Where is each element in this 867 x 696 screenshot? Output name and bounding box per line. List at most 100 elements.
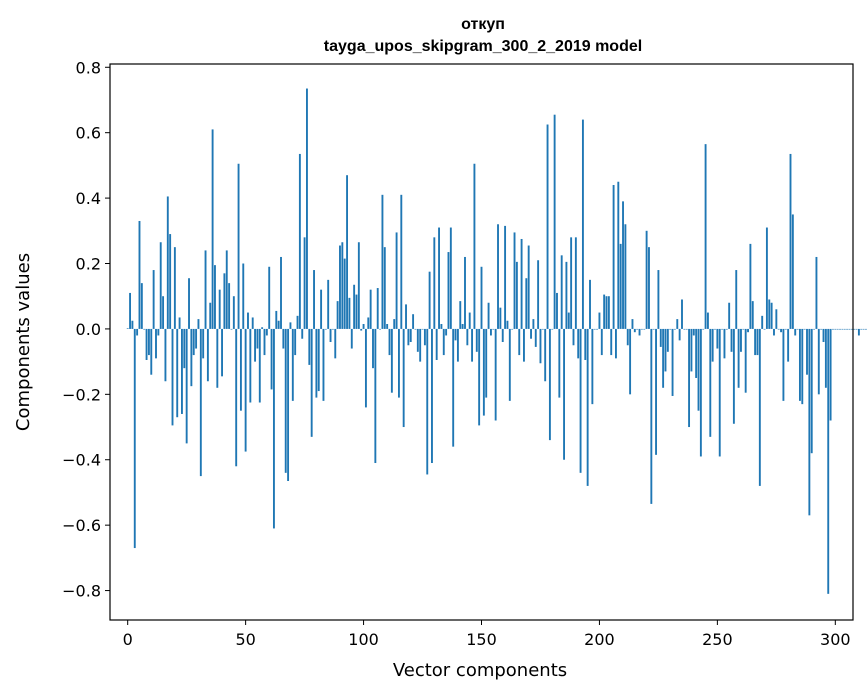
bar-99 (360, 328, 363, 331)
bar-278 (782, 328, 785, 401)
bar-18 (169, 234, 172, 329)
bar-170 (527, 245, 530, 329)
bar-80 (315, 328, 318, 398)
bar-207 (615, 328, 617, 359)
bar-263 (747, 328, 749, 333)
bar-83 (322, 328, 325, 401)
bar-109 (383, 247, 386, 329)
bar-115 (398, 328, 400, 398)
bar-240 (692, 328, 695, 336)
bar-173 (534, 328, 537, 347)
bar-108 (381, 194, 384, 329)
bar-203 (605, 296, 608, 329)
bar-183 (558, 328, 561, 398)
bar-87 (331, 328, 334, 330)
bar-143 (464, 256, 466, 329)
bar-277 (780, 328, 783, 333)
bar-162 (508, 328, 511, 401)
bar-211 (624, 224, 627, 329)
y-tick-label: −0.4 (62, 451, 101, 470)
bar-54 (254, 328, 257, 362)
bar-185 (563, 328, 565, 460)
bar-106 (376, 288, 379, 329)
bar-37 (214, 265, 216, 329)
bar-9 (147, 328, 150, 356)
bar-174 (537, 260, 540, 329)
bar-107 (379, 328, 382, 330)
bar-15 (162, 296, 165, 329)
bar-90 (339, 245, 341, 329)
bar-36 (211, 129, 214, 329)
bar-279 (784, 328, 787, 330)
bar-299 (832, 328, 834, 330)
bar-268 (758, 328, 761, 486)
bar-281 (789, 153, 792, 329)
bar-191 (577, 328, 580, 359)
bar-236 (683, 328, 686, 330)
bar-22 (178, 317, 181, 329)
bar-156 (494, 328, 497, 421)
bar-309 (855, 328, 858, 330)
bar-122 (414, 328, 417, 330)
bar-160 (504, 225, 507, 329)
bar-184 (560, 255, 563, 329)
bar-2 (131, 320, 134, 329)
bar-82 (320, 289, 323, 329)
bar-154 (489, 328, 492, 336)
bar-33 (204, 250, 207, 329)
bar-231 (671, 328, 674, 396)
bar-12 (155, 328, 157, 359)
bar-163 (511, 328, 514, 330)
bar-254 (725, 328, 728, 330)
bar-249 (714, 328, 716, 330)
bar-69 (289, 322, 292, 329)
bar-10 (150, 328, 153, 375)
bar-136 (447, 252, 450, 329)
bar-187 (567, 312, 570, 329)
bar-194 (584, 328, 587, 360)
bar-20 (173, 247, 176, 329)
bar-224 (655, 328, 657, 455)
bar-234 (678, 328, 681, 341)
bar-260 (740, 328, 742, 352)
bar-118 (405, 304, 407, 329)
bar-129 (431, 328, 433, 464)
bar-25 (185, 328, 188, 444)
x-tick-label: 0 (123, 630, 133, 649)
bar-85 (327, 279, 330, 329)
bar-306 (848, 328, 851, 330)
bar-177 (544, 328, 547, 382)
bar-92 (343, 258, 346, 329)
bar-45 (232, 296, 235, 329)
bar-116 (400, 194, 403, 329)
bar-307 (850, 328, 853, 330)
bar-237 (685, 328, 688, 330)
bar-229 (666, 328, 669, 352)
bar-239 (690, 328, 693, 372)
bar-123 (416, 328, 419, 352)
bar-68 (287, 328, 290, 481)
bar-155 (492, 328, 495, 330)
bar-182 (556, 292, 558, 329)
bar-219 (643, 328, 646, 330)
bar-244 (702, 328, 705, 330)
bar-127 (426, 328, 429, 475)
bar-218 (640, 328, 643, 330)
bar-31 (199, 328, 202, 477)
bar-34 (206, 328, 209, 382)
bar-227 (662, 328, 665, 388)
bar-246 (706, 312, 709, 329)
bar-275 (775, 309, 778, 329)
bar-171 (530, 328, 532, 339)
bar-272 (768, 299, 771, 329)
bar-140 (456, 328, 459, 362)
bar-21 (176, 328, 179, 418)
bar-128 (428, 271, 431, 329)
bar-62 (272, 328, 275, 529)
bar-258 (735, 270, 738, 329)
x-tick-label: 200 (584, 630, 615, 649)
bar-274 (773, 328, 775, 336)
bar-166 (518, 328, 521, 356)
bar-98 (357, 242, 360, 329)
bar-73 (298, 153, 301, 329)
